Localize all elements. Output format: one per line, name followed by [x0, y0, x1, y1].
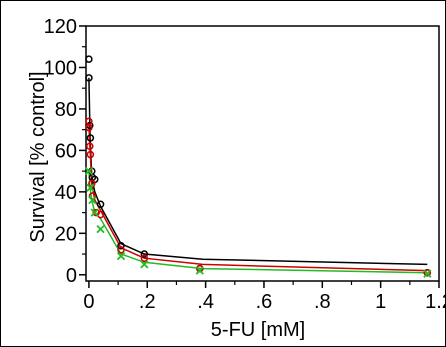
data-point-series-3 — [86, 183, 95, 192]
y-tick-label: 100 — [44, 57, 77, 79]
data-point-series-2 — [86, 150, 95, 159]
axes: 0 .2 .4 .6 .8 1 1.2 0 20 40 60 80 100 120 — [44, 16, 446, 313]
y-tick-label: 20 — [55, 223, 77, 245]
series-line-1 — [88, 77, 428, 266]
y-tick-label: 120 — [44, 16, 77, 38]
data-point-series-1 — [96, 200, 105, 209]
data-point-series-1 — [85, 55, 93, 63]
x-tick-label: .6 — [256, 291, 273, 313]
data-point-series-2 — [117, 246, 125, 254]
y-tick-label: 60 — [55, 140, 77, 162]
y-tick-label: 80 — [55, 99, 77, 121]
x-tick-label: 0 — [83, 291, 94, 313]
data-point-series-1 — [85, 74, 93, 82]
data-point-series-2 — [85, 123, 93, 132]
data-point-series-3 — [90, 208, 99, 217]
y-tick-label: 40 — [55, 182, 77, 204]
data-point-series-2 — [85, 117, 93, 126]
data-point-series-2 — [423, 268, 432, 277]
data-point-series-1 — [117, 242, 125, 250]
plot-area — [85, 25, 440, 282]
data-point-series-3 — [423, 269, 432, 278]
data-point-series-1 — [86, 134, 95, 142]
series-lines — [88, 77, 428, 274]
x-tick-label: 1 — [375, 291, 386, 313]
x-axis-label: 5-FU [mM] — [211, 319, 305, 341]
data-point-series-3 — [88, 196, 97, 205]
data-point-series-3 — [116, 251, 126, 261]
x-tick-label: .2 — [139, 291, 156, 313]
series-line-3 — [88, 171, 428, 274]
series-line-2 — [88, 125, 428, 272]
data-point-series-3 — [140, 260, 149, 269]
x-tick-label: .8 — [314, 291, 331, 313]
data-point-series-3 — [84, 166, 94, 176]
y-axis-label: Survival [% control] — [27, 71, 49, 242]
data-points — [84, 55, 432, 278]
data-point-series-2 — [140, 254, 149, 262]
x-tick-label: 1.2 — [425, 291, 446, 313]
data-point-series-3 — [96, 225, 105, 234]
x-tick-label: .4 — [197, 291, 214, 313]
data-point-series-3 — [195, 266, 204, 275]
data-point-series-2 — [86, 142, 94, 150]
y-tick-label: 0 — [66, 265, 77, 287]
data-point-series-1 — [140, 250, 149, 258]
